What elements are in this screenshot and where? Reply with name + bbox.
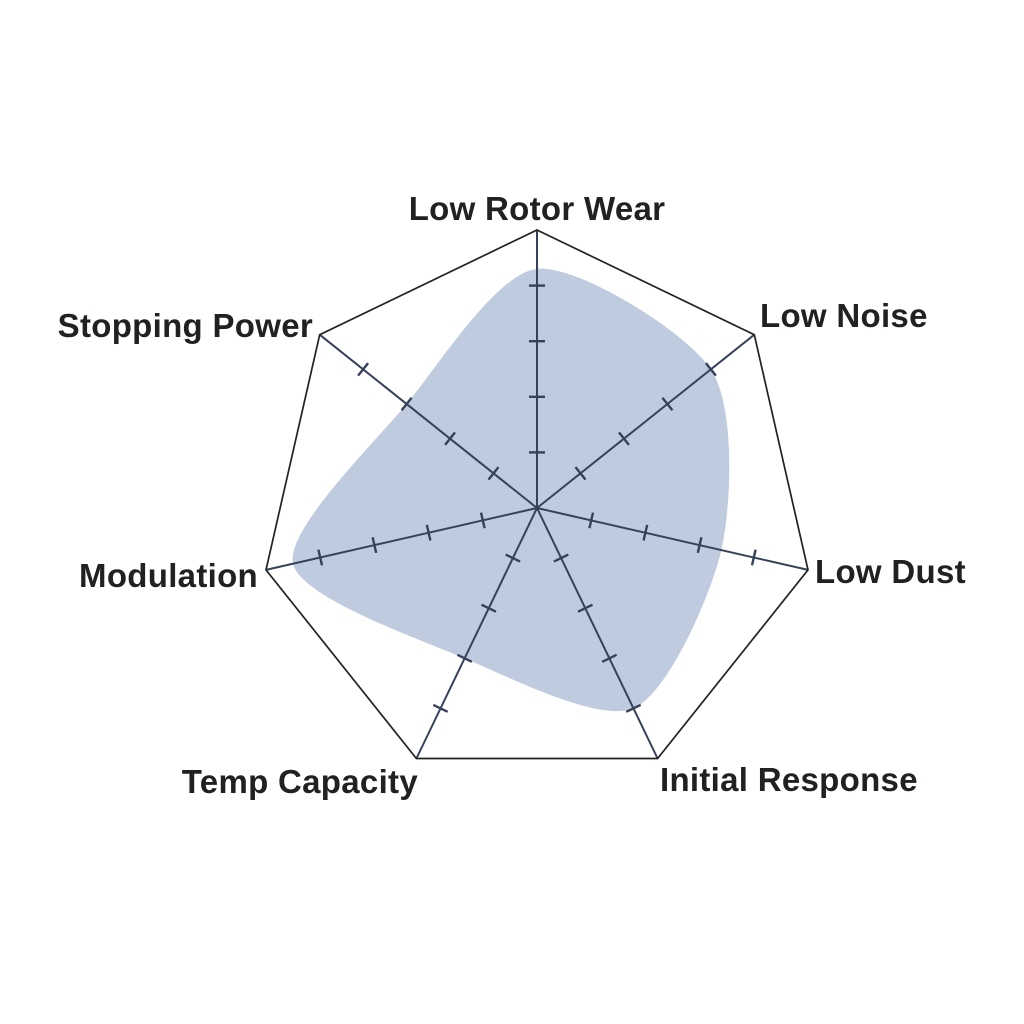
- axis-tick: [479, 512, 486, 529]
- axis-tick: [505, 553, 521, 563]
- axis-tick: [601, 653, 618, 663]
- axis-tick: [696, 537, 703, 554]
- radar-series-shape: [292, 268, 730, 712]
- axis-tick: [553, 553, 569, 563]
- axis-label-stopping-power: Stopping Power: [58, 307, 313, 344]
- axis-spoke: [536, 507, 659, 759]
- axis-tick: [642, 524, 649, 541]
- axis-label-modulation: Modulation: [79, 557, 258, 594]
- radar-grid-layer: [265, 229, 809, 760]
- axis-tick: [317, 549, 324, 566]
- axis-tick: [400, 396, 413, 412]
- axis-tick: [487, 466, 500, 481]
- axis-label-temp-capacity: Temp Capacity: [182, 763, 419, 800]
- axis-tick: [574, 466, 587, 481]
- axis-tick: [432, 703, 449, 713]
- axis-label-low-rotor-wear: Low Rotor Wear: [409, 190, 666, 227]
- axis-spoke: [265, 507, 538, 571]
- axis-tick: [588, 512, 595, 529]
- axis-tick: [750, 549, 757, 566]
- axis-tick: [661, 396, 674, 412]
- axis-tick: [425, 524, 432, 541]
- axis-tick: [577, 603, 594, 613]
- axis-tick: [480, 603, 497, 613]
- axis-tick: [618, 431, 630, 446]
- axis-tick: [456, 653, 473, 663]
- radar-series-layer: [292, 268, 730, 712]
- axis-spoke: [536, 333, 755, 509]
- axis-spoke: [536, 507, 809, 571]
- radar-axes-layer: [265, 230, 809, 759]
- axis-label-initial-response: Initial Response: [660, 761, 918, 798]
- axis-spoke: [415, 507, 538, 759]
- axis-tick: [444, 431, 456, 446]
- axis-tick: [357, 362, 370, 377]
- radar-outline: [265, 229, 809, 760]
- axis-tick: [371, 537, 378, 554]
- axis-label-low-noise: Low Noise: [760, 297, 928, 334]
- axis-tick: [704, 362, 717, 377]
- axis-label-low-dust: Low Dust: [815, 553, 966, 590]
- axis-tick: [625, 703, 642, 713]
- radar-axis-labels: Low Rotor Wear Low Noise Low Dust Initial R…: [58, 190, 966, 800]
- axis-spoke: [319, 333, 538, 509]
